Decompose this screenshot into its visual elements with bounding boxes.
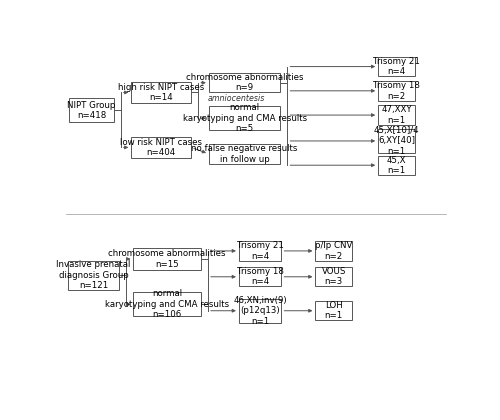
- Text: LOH
n=1: LOH n=1: [324, 301, 343, 320]
- Text: p/lp CNV
n=2: p/lp CNV n=2: [315, 241, 352, 260]
- FancyBboxPatch shape: [316, 241, 352, 260]
- FancyBboxPatch shape: [239, 267, 282, 286]
- FancyBboxPatch shape: [70, 98, 114, 122]
- FancyBboxPatch shape: [316, 301, 352, 320]
- Text: Trisomy 21
n=4: Trisomy 21 n=4: [373, 57, 420, 76]
- Text: Trisomy 21
n=4: Trisomy 21 n=4: [236, 241, 284, 260]
- FancyBboxPatch shape: [378, 155, 415, 175]
- Text: Trisomy 18
n=2: Trisomy 18 n=2: [373, 81, 420, 100]
- Text: normal
karyotyping and CMA results
n=106: normal karyotyping and CMA results n=106: [105, 289, 229, 319]
- Text: amniocentesis: amniocentesis: [208, 94, 265, 103]
- FancyBboxPatch shape: [132, 137, 192, 158]
- FancyBboxPatch shape: [239, 241, 282, 260]
- FancyBboxPatch shape: [316, 267, 352, 286]
- FancyBboxPatch shape: [209, 106, 281, 131]
- Text: VOUS
n=3: VOUS n=3: [322, 267, 346, 286]
- Text: NIPT Group
n=418: NIPT Group n=418: [68, 100, 116, 120]
- FancyBboxPatch shape: [132, 82, 192, 103]
- Text: chromosome abnormalities
n=15: chromosome abnormalities n=15: [108, 249, 226, 269]
- Text: 45,X[10]/4
6,XY[40]
n=1: 45,X[10]/4 6,XY[40] n=1: [374, 126, 420, 156]
- FancyBboxPatch shape: [378, 81, 415, 100]
- FancyBboxPatch shape: [133, 292, 201, 316]
- FancyBboxPatch shape: [209, 73, 281, 92]
- FancyBboxPatch shape: [378, 105, 415, 125]
- Text: 46,XN,inv(9)
(p12q13)
n=1: 46,XN,inv(9) (p12q13) n=1: [234, 296, 287, 326]
- FancyBboxPatch shape: [133, 249, 201, 270]
- Text: 45,X
n=1: 45,X n=1: [387, 155, 406, 175]
- Text: Invasive prenatal
diagnosis Group
n=121: Invasive prenatal diagnosis Group n=121: [56, 260, 130, 290]
- Text: low risk NIPT cases
n=404: low risk NIPT cases n=404: [120, 138, 202, 157]
- FancyBboxPatch shape: [378, 57, 415, 76]
- Text: 47,XXY
n=1: 47,XXY n=1: [381, 105, 412, 125]
- Text: normal
karyotyping and CMA results
n=5: normal karyotyping and CMA results n=5: [182, 103, 306, 133]
- FancyBboxPatch shape: [378, 129, 415, 153]
- FancyBboxPatch shape: [68, 260, 118, 290]
- Text: high risk NIPT cases
n=14: high risk NIPT cases n=14: [118, 83, 204, 102]
- Text: chromosome abnormalities
n=9: chromosome abnormalities n=9: [186, 73, 304, 92]
- FancyBboxPatch shape: [209, 144, 281, 163]
- Text: no false negative results
in follow up: no false negative results in follow up: [192, 144, 298, 163]
- FancyBboxPatch shape: [239, 299, 282, 323]
- Text: Trisomy 18
n=4: Trisomy 18 n=4: [236, 267, 284, 286]
